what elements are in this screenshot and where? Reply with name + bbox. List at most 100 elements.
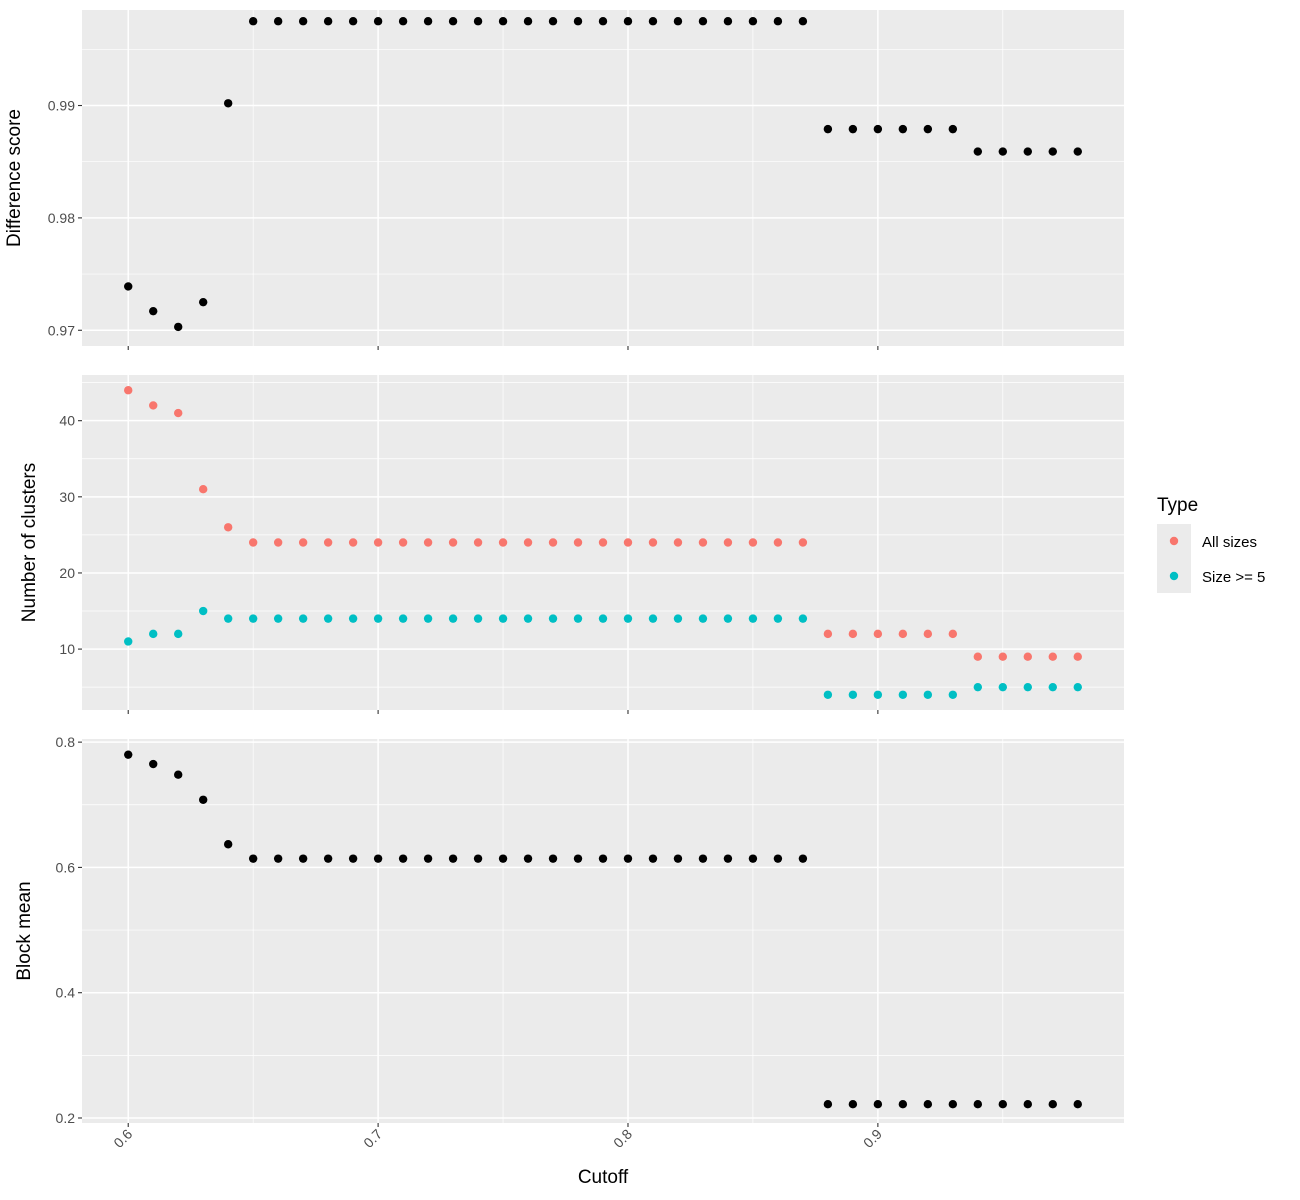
data-point <box>448 854 458 863</box>
y-tick-label: 40 <box>59 413 75 429</box>
data-point <box>623 538 633 547</box>
data-point <box>323 614 333 623</box>
y-axis-title: Block mean <box>14 881 35 980</box>
data-point <box>723 854 733 863</box>
data-point <box>448 614 458 623</box>
x-tick-label: 0.7 <box>360 1126 385 1151</box>
data-point <box>149 401 158 410</box>
y-tick-label: 0.99 <box>48 98 75 114</box>
data-point <box>823 1100 833 1109</box>
x-tick-label: 0.9 <box>860 1126 885 1151</box>
data-point <box>698 854 708 863</box>
data-point <box>523 854 533 863</box>
data-point <box>923 1100 933 1109</box>
data-point <box>298 854 308 863</box>
data-point <box>174 770 183 779</box>
data-point <box>124 386 133 395</box>
y-tick-label: 0.4 <box>56 985 76 1001</box>
data-point <box>748 17 758 26</box>
data-point <box>648 854 658 863</box>
x-tick-label: 0.8 <box>610 1126 635 1151</box>
series-points <box>124 17 1082 332</box>
data-point <box>973 652 983 661</box>
y-axis-title: Difference score <box>4 109 25 247</box>
data-point <box>1023 147 1032 156</box>
data-point <box>298 614 308 623</box>
data-point <box>273 854 283 863</box>
data-point <box>723 538 733 547</box>
data-point <box>948 690 958 699</box>
data-point <box>898 629 908 639</box>
data-point <box>548 538 558 547</box>
data-point <box>248 854 258 863</box>
data-point <box>948 1100 958 1109</box>
legend-label: Size >= 5 <box>1202 569 1265 586</box>
data-point <box>373 538 383 547</box>
panel-background <box>82 739 1124 1123</box>
data-point <box>873 124 883 134</box>
data-point <box>174 408 183 418</box>
data-point <box>223 840 233 849</box>
data-point <box>798 854 808 863</box>
data-point <box>473 614 483 623</box>
panel-2: 10 20 30 40 Number of clusters <box>19 375 1124 714</box>
data-point <box>223 99 233 108</box>
data-point <box>848 629 858 639</box>
data-point <box>998 652 1008 661</box>
data-point <box>773 17 783 26</box>
data-point <box>848 690 858 699</box>
data-point <box>548 17 558 26</box>
panel-1: 0.97 0.98 0.99 Difference score <box>4 10 1124 350</box>
data-point <box>223 523 233 532</box>
data-point <box>149 306 158 316</box>
series-points <box>124 606 1082 699</box>
data-point <box>149 759 158 769</box>
data-point <box>323 17 333 26</box>
data-point <box>523 614 533 623</box>
data-point <box>124 637 133 646</box>
data-point <box>348 614 358 623</box>
data-point <box>698 538 708 547</box>
legend-key <box>1169 571 1179 581</box>
legend-key <box>1169 536 1179 546</box>
data-point <box>423 854 433 863</box>
data-point <box>1073 652 1082 661</box>
data-point <box>698 614 708 623</box>
data-point <box>423 538 433 547</box>
data-point <box>398 17 408 26</box>
data-point <box>923 124 933 134</box>
data-point <box>798 538 808 547</box>
y-tick-label: 30 <box>59 489 75 505</box>
legend-title: Type <box>1157 495 1198 516</box>
data-point <box>748 854 758 863</box>
y-tick-label: 0.97 <box>48 322 75 338</box>
y-axis-title: Number of clusters <box>19 463 40 622</box>
data-point <box>473 17 483 26</box>
data-point <box>523 538 533 547</box>
data-point <box>923 690 933 699</box>
data-point <box>948 124 958 134</box>
data-point <box>773 538 783 547</box>
data-point <box>348 538 358 547</box>
data-point <box>923 629 933 639</box>
data-point <box>573 854 583 863</box>
data-point <box>748 538 758 547</box>
data-point <box>998 147 1008 156</box>
data-point <box>898 124 908 134</box>
data-point <box>648 614 658 623</box>
legend-entries: All sizes Size >= 5 <box>1169 534 1265 586</box>
data-point <box>1048 147 1057 156</box>
data-point <box>648 538 658 547</box>
data-point <box>223 614 233 623</box>
data-point <box>248 614 258 623</box>
data-point <box>498 538 508 547</box>
data-point <box>548 854 558 863</box>
data-point <box>973 1100 983 1109</box>
data-point <box>823 690 833 699</box>
x-axis: 0.6 0.7 0.8 0.9 <box>110 1126 885 1151</box>
data-point <box>898 1100 908 1109</box>
data-point <box>124 750 133 759</box>
data-point <box>498 614 508 623</box>
data-point <box>873 629 883 639</box>
